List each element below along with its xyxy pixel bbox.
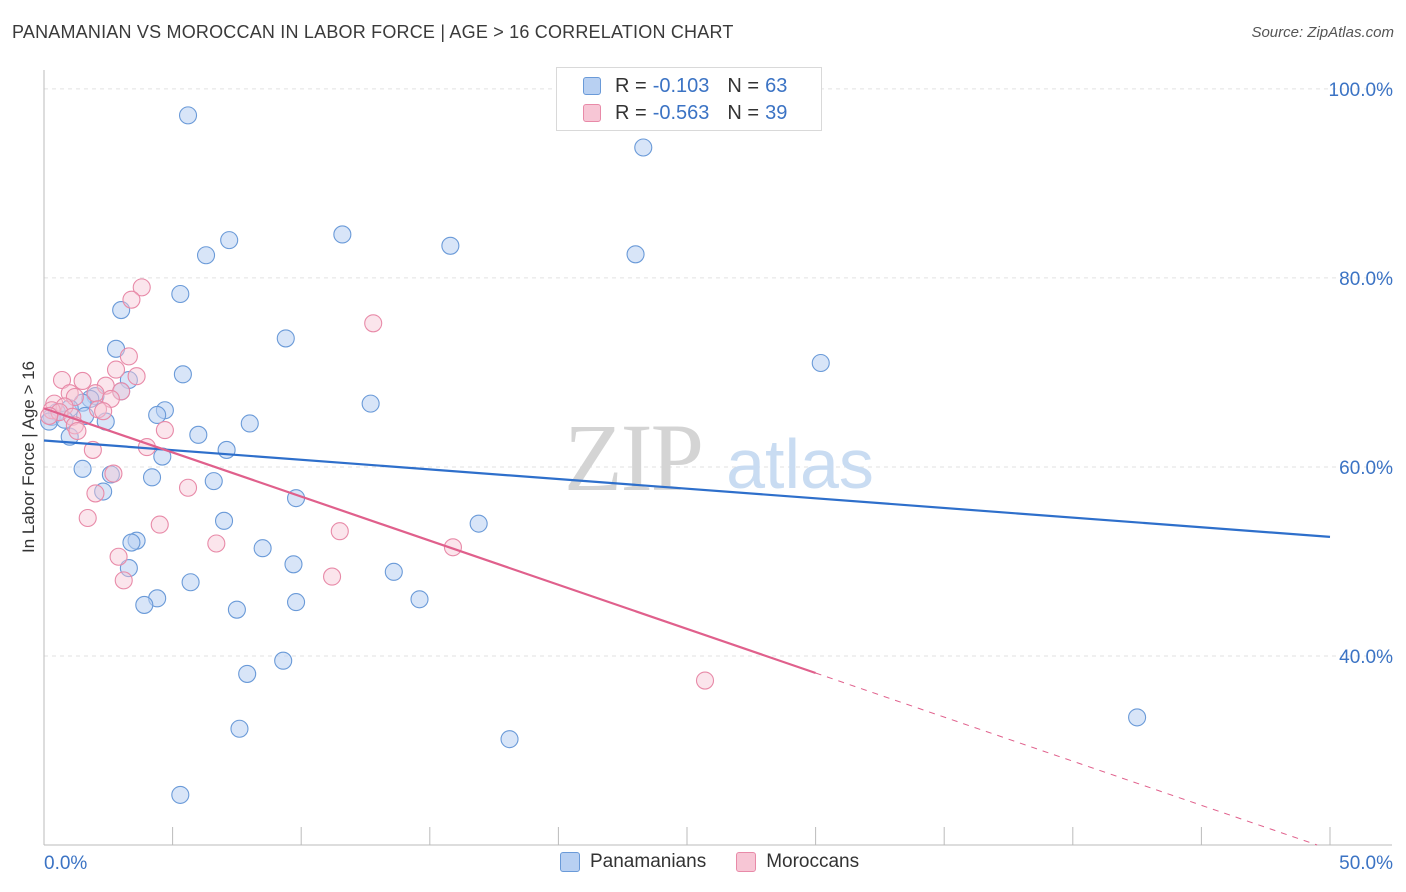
panamanian-point — [142, 468, 162, 487]
moroccan-point — [86, 384, 105, 403]
moroccan-point — [114, 571, 133, 590]
moroccan-trend-line — [43, 407, 816, 675]
y-tick-label: 40.0% — [1339, 647, 1393, 668]
panamanian-point — [230, 719, 249, 738]
panamanian-point — [181, 573, 200, 592]
legend-item-moroccans[interactable]: Moroccans — [736, 851, 859, 873]
moroccans-legend-swatch — [736, 852, 757, 872]
moroccan-point — [364, 314, 383, 333]
panamanian-point — [227, 600, 246, 619]
legend-item-panamanians[interactable]: Panamanians — [560, 851, 706, 873]
n-label: N = — [727, 101, 760, 124]
panamanian-point — [410, 590, 429, 609]
panamanian-point — [73, 459, 92, 478]
panamanian-point — [178, 106, 198, 125]
stats-row-panamanians: R = -0.103 N = 63 — [583, 74, 787, 98]
watermark-atlas: atlas — [726, 425, 874, 503]
r-value: -0.103 — [652, 74, 710, 97]
chart-title: PANAMANIAN VS MOROCCAN IN LABOR FORCE | … — [12, 22, 734, 42]
panamanian-point — [196, 246, 216, 265]
panamanian-point — [811, 353, 830, 373]
panamanian-point — [361, 394, 380, 413]
moroccan-point — [207, 534, 226, 553]
moroccan-point — [83, 440, 102, 459]
panamanian-point — [217, 440, 236, 459]
y-tick-label: 80.0% — [1339, 269, 1393, 290]
moroccan-point — [119, 347, 138, 366]
panamanians-swatch — [583, 77, 601, 95]
panamanian-point — [1128, 708, 1147, 727]
stats-legend: R = -0.103 N = 63 R = -0.563 N = 39 — [556, 67, 822, 131]
panamanian-point — [240, 414, 259, 433]
moroccan-point — [86, 484, 105, 503]
moroccan-point — [695, 671, 715, 690]
r-value: -0.563 — [652, 101, 710, 124]
moroccan-point — [127, 367, 146, 386]
panamanian-point — [284, 555, 303, 574]
y-axis-label: In Labor Force | Age > 16 — [19, 361, 38, 553]
stats-row-moroccans: R = -0.563 N = 39 — [583, 101, 787, 125]
moroccan-trend-line-extension — [815, 672, 1318, 846]
panamanian-point — [148, 405, 167, 425]
panamanian-point — [441, 236, 460, 255]
moroccan-point — [443, 538, 462, 557]
legend-label-panamanians: Panamanians — [590, 851, 707, 872]
panamanian-point — [384, 562, 403, 581]
panamanian-point — [500, 730, 519, 749]
moroccan-point — [52, 370, 72, 390]
panamanian-point — [276, 329, 295, 348]
moroccans-swatch — [583, 104, 601, 122]
panamanian-point — [122, 533, 141, 552]
source-label: Source: ZipAtlas.com — [1251, 24, 1394, 41]
moroccan-point — [150, 515, 169, 534]
moroccan-point — [109, 547, 128, 566]
panamanian-point — [274, 651, 293, 670]
panamanian-point — [634, 138, 653, 157]
y-tick-label: 60.0% — [1339, 458, 1393, 479]
watermark-zip: ZIP — [564, 404, 702, 511]
moroccan-point — [112, 382, 131, 401]
panamanians-legend-swatch — [560, 852, 580, 872]
panamanian-point — [171, 284, 190, 304]
moroccan-point — [155, 421, 174, 440]
panamanian-point — [171, 785, 190, 804]
series-legend: Panamanians Moroccans — [560, 851, 889, 873]
panamanian-point — [173, 365, 192, 384]
r-label: R = — [615, 74, 647, 97]
moroccan-point — [323, 567, 342, 586]
panamanian-point — [238, 664, 257, 683]
panamanian-point — [220, 231, 239, 250]
panamanian-point — [204, 472, 223, 491]
y-tick-label: 100.0% — [1329, 80, 1394, 101]
moroccan-point — [178, 478, 198, 497]
moroccan-point — [132, 278, 151, 297]
moroccan-point — [68, 421, 87, 441]
panamanian-point — [135, 595, 154, 614]
n-value: 39 — [765, 101, 788, 124]
panamanian-point — [626, 245, 645, 264]
panamanian-point — [287, 593, 306, 612]
panamanian-point — [214, 511, 234, 530]
moroccan-point — [106, 360, 126, 379]
moroccan-point — [104, 464, 123, 483]
x-tick-label: 0.0% — [44, 853, 87, 874]
panamanian-point — [469, 514, 488, 533]
n-value: 63 — [765, 74, 788, 97]
moroccan-point — [73, 371, 92, 390]
moroccan-point — [330, 522, 349, 541]
x-tick-label: 50.0% — [1339, 853, 1393, 874]
moroccan-point — [122, 290, 141, 309]
panamanian-point — [189, 425, 208, 444]
moroccan-point — [94, 402, 113, 421]
panamanian-trend-line — [43, 439, 1331, 538]
panamanian-point — [333, 225, 352, 244]
panamanian-point — [253, 539, 272, 558]
legend-label-moroccans: Moroccans — [766, 851, 860, 872]
n-label: N = — [727, 74, 760, 97]
moroccan-point — [78, 508, 97, 528]
panamanian-point — [94, 482, 113, 501]
r-label: R = — [615, 101, 647, 124]
